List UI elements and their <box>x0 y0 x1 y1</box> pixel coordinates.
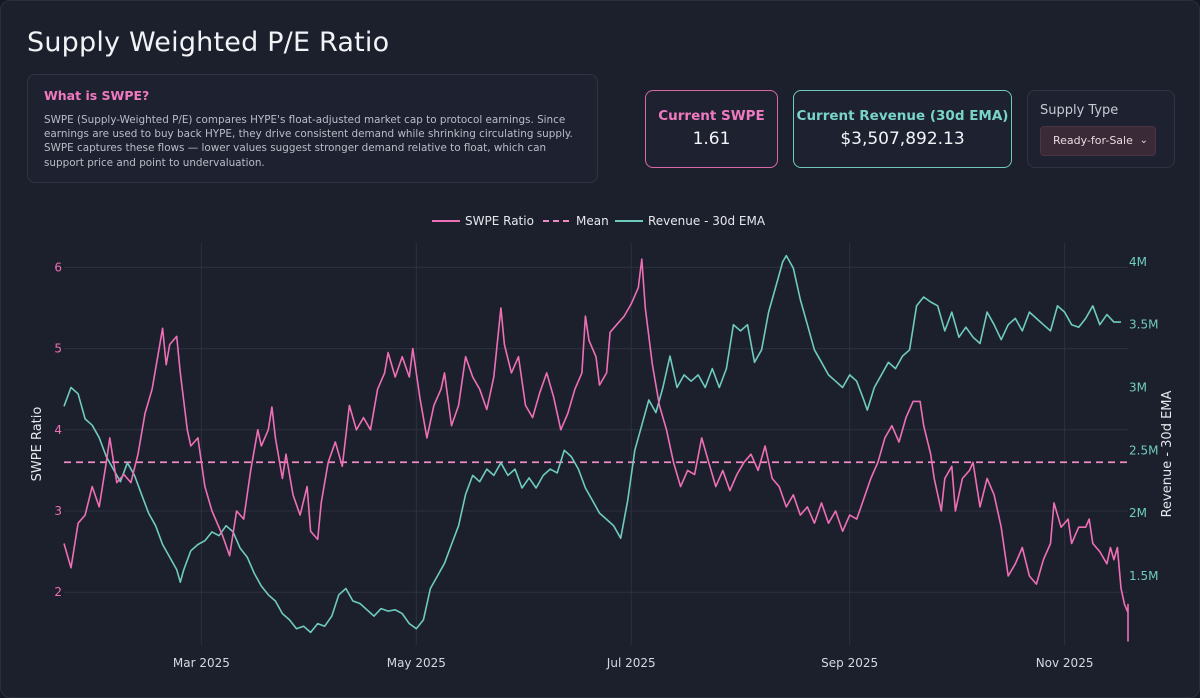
y2-axis-title: Revenue - 30d EMA <box>1160 390 1175 517</box>
current-revenue-label: Current Revenue (30d EMA) <box>796 108 1009 124</box>
info-body: SWPE (Supply-Weighted P/E) compares HYPE… <box>44 114 573 169</box>
x-tick-label: Mar 2025 <box>173 656 230 670</box>
y-axis-title: SWPE Ratio <box>30 407 45 482</box>
x-tick-label: Jul 2025 <box>606 656 656 670</box>
current-revenue-value: $3,507,892.13 <box>840 129 965 149</box>
y2-tick-label: 1.5M <box>1129 569 1158 583</box>
y2-tick-label: 2.5M <box>1129 443 1158 457</box>
page-title: Supply Weighted P/E Ratio <box>27 27 390 58</box>
y-tick-label: 4 <box>54 423 62 437</box>
y-tick-label: 2 <box>54 585 62 599</box>
current-swpe-card: Current SWPE 1.61 <box>645 90 778 168</box>
y-tick-label: 5 <box>54 342 62 356</box>
supply-type-selected: Ready-for-Sale <box>1053 134 1133 147</box>
legend-mean-label: Mean <box>576 214 609 228</box>
swpe-ratio-line <box>63 258 1129 642</box>
legend-swpe-label: SWPE Ratio <box>465 214 534 228</box>
x-tick-label: Nov 2025 <box>1036 656 1094 670</box>
revenue-ema-line <box>63 254 1121 634</box>
supply-type-select[interactable]: Ready-for-Sale ⌄ <box>1040 126 1156 156</box>
info-heading: What is SWPE? <box>44 88 150 103</box>
supply-type-label: Supply Type <box>1040 103 1119 118</box>
y-tick-label: 3 <box>54 504 62 518</box>
y2-tick-label: 2M <box>1129 506 1147 520</box>
y-tick-label: 6 <box>54 260 62 274</box>
info-panel: What is SWPE? SWPE (Supply-Weighted P/E)… <box>27 74 598 183</box>
legend-revenue-label: Revenue - 30d EMA <box>648 214 766 228</box>
y2-tick-label: 3.5M <box>1129 318 1158 332</box>
y2-tick-label: 4M <box>1129 255 1147 269</box>
y2-tick-label: 3M <box>1129 380 1147 394</box>
chevron-down-icon: ⌄ <box>1139 135 1148 146</box>
x-tick-label: Sep 2025 <box>821 656 878 670</box>
supply-type-panel: Supply Type Ready-for-Sale ⌄ <box>1027 90 1175 168</box>
current-swpe-value: 1.61 <box>692 129 731 149</box>
x-tick-label: May 2025 <box>387 656 446 670</box>
current-swpe-label: Current SWPE <box>658 108 765 124</box>
current-revenue-card: Current Revenue (30d EMA) $3,507,892.13 <box>793 90 1012 168</box>
